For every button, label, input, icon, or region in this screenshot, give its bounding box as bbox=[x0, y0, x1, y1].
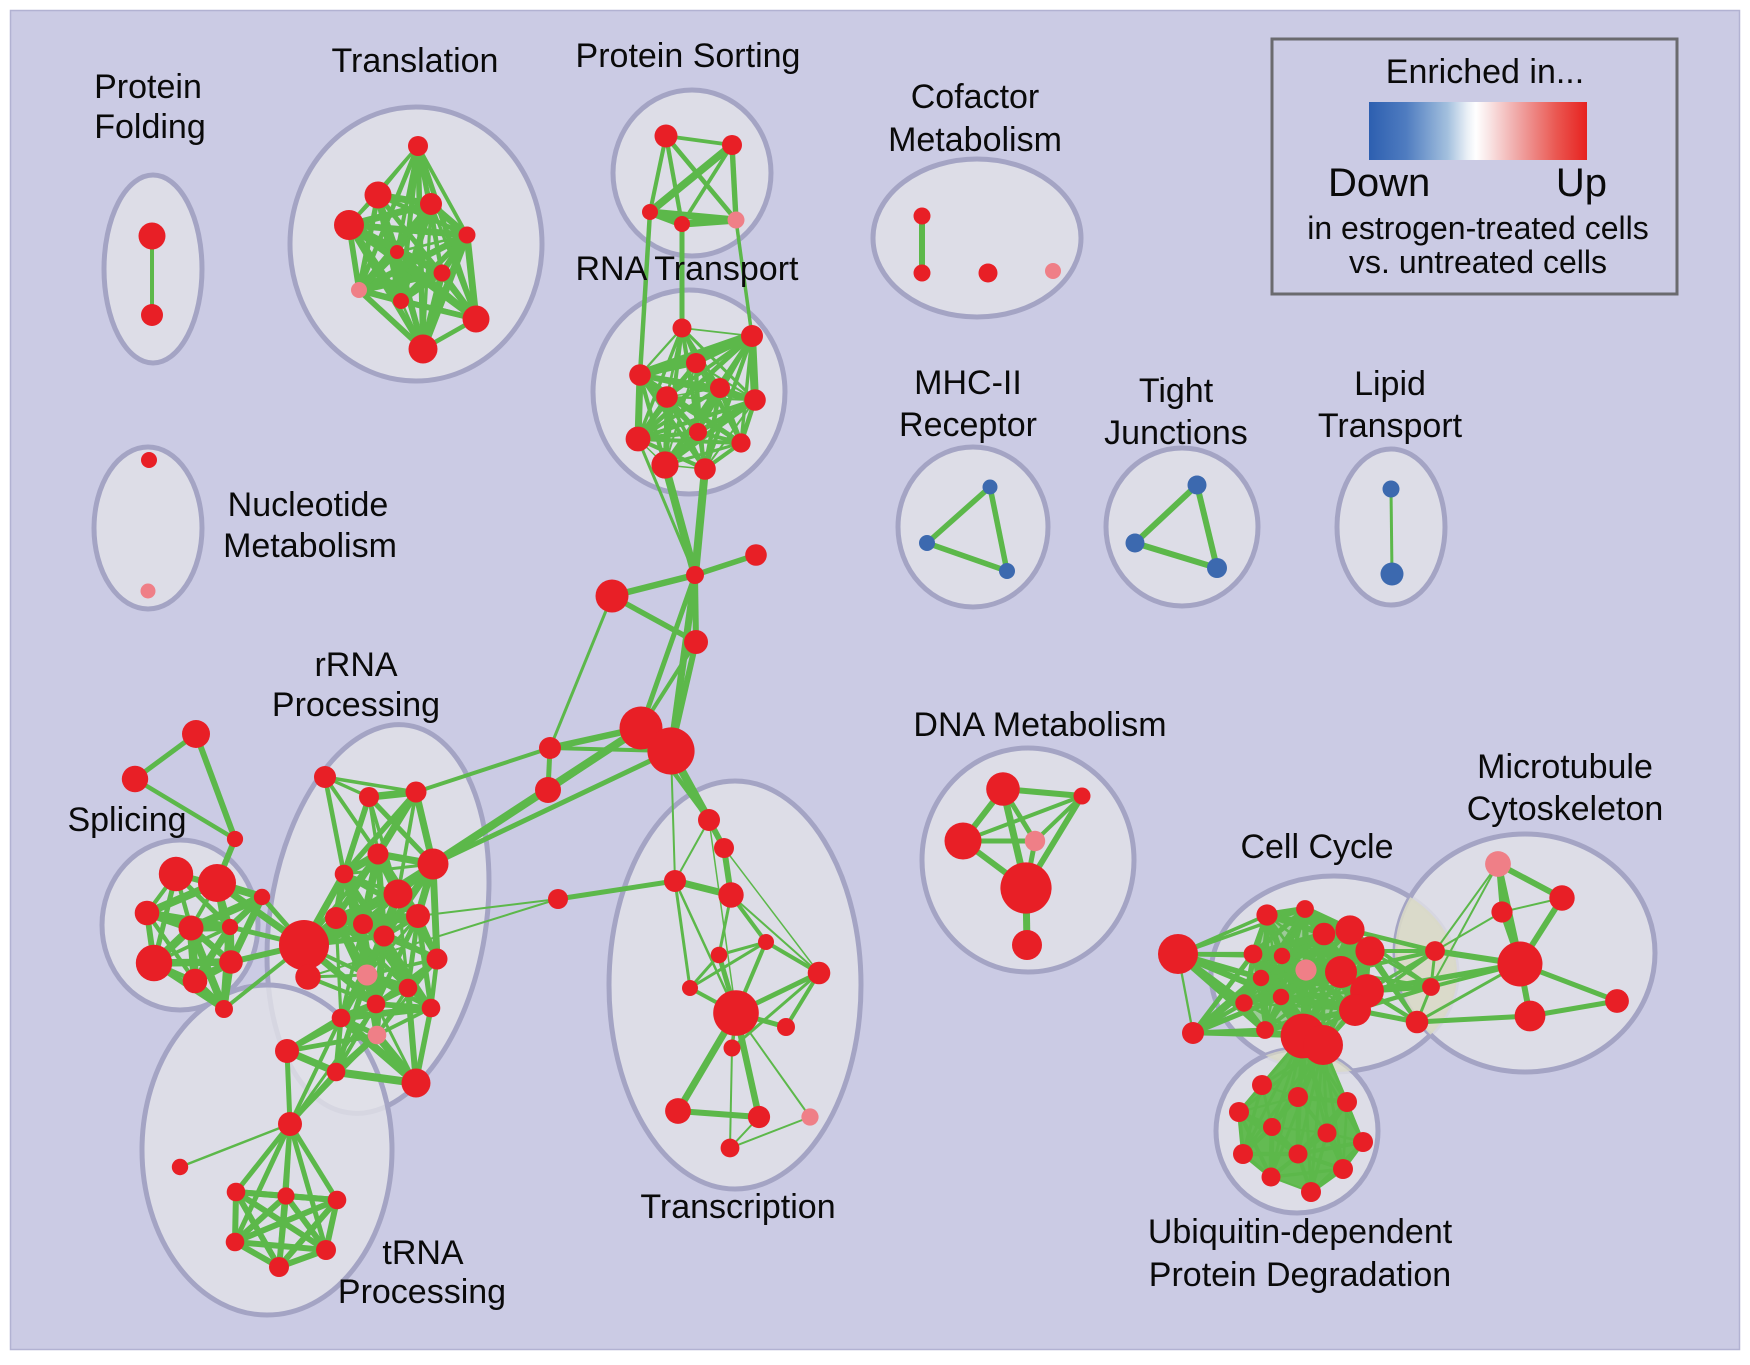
svg-text:in estrogen-treated cells: in estrogen-treated cells bbox=[1307, 210, 1649, 246]
svg-text:Splicing: Splicing bbox=[67, 801, 186, 839]
svg-text:Translation: Translation bbox=[332, 42, 499, 80]
svg-text:Transcription: Transcription bbox=[640, 1188, 835, 1226]
svg-text:Down: Down bbox=[1328, 161, 1430, 205]
svg-text:DNA Metabolism: DNA Metabolism bbox=[913, 706, 1166, 744]
svg-text:Protein: Protein bbox=[94, 68, 202, 106]
svg-text:Up: Up bbox=[1556, 161, 1607, 205]
svg-text:Nucleotide: Nucleotide bbox=[228, 486, 389, 524]
svg-text:Cytoskeleton: Cytoskeleton bbox=[1467, 790, 1664, 828]
svg-text:Protein Sorting: Protein Sorting bbox=[576, 37, 801, 75]
svg-text:MHC-II: MHC-II bbox=[914, 364, 1022, 402]
svg-text:Transport: Transport bbox=[1318, 407, 1463, 445]
svg-text:Protein Degradation: Protein Degradation bbox=[1149, 1256, 1451, 1294]
svg-text:Folding: Folding bbox=[94, 108, 206, 146]
svg-text:Junctions: Junctions bbox=[1104, 414, 1248, 452]
svg-text:Lipid: Lipid bbox=[1354, 365, 1426, 403]
svg-text:Receptor: Receptor bbox=[899, 406, 1037, 444]
svg-text:Metabolism: Metabolism bbox=[888, 121, 1062, 159]
svg-text:Microtubule: Microtubule bbox=[1477, 748, 1653, 786]
svg-text:Cofactor: Cofactor bbox=[911, 78, 1040, 116]
svg-text:tRNA: tRNA bbox=[382, 1234, 464, 1272]
svg-text:rRNA: rRNA bbox=[314, 646, 397, 684]
svg-text:Metabolism: Metabolism bbox=[223, 527, 397, 565]
svg-text:Processing: Processing bbox=[272, 686, 440, 724]
svg-text:RNA Transport: RNA Transport bbox=[576, 250, 800, 288]
svg-text:Processing: Processing bbox=[338, 1273, 506, 1311]
svg-text:Enriched in...: Enriched in... bbox=[1386, 53, 1584, 91]
svg-text:Cell Cycle: Cell Cycle bbox=[1240, 828, 1393, 866]
svg-text:Tight: Tight bbox=[1139, 372, 1214, 410]
svg-text:Ubiquitin-dependent: Ubiquitin-dependent bbox=[1148, 1213, 1453, 1251]
svg-text:vs. untreated cells: vs. untreated cells bbox=[1349, 244, 1607, 280]
